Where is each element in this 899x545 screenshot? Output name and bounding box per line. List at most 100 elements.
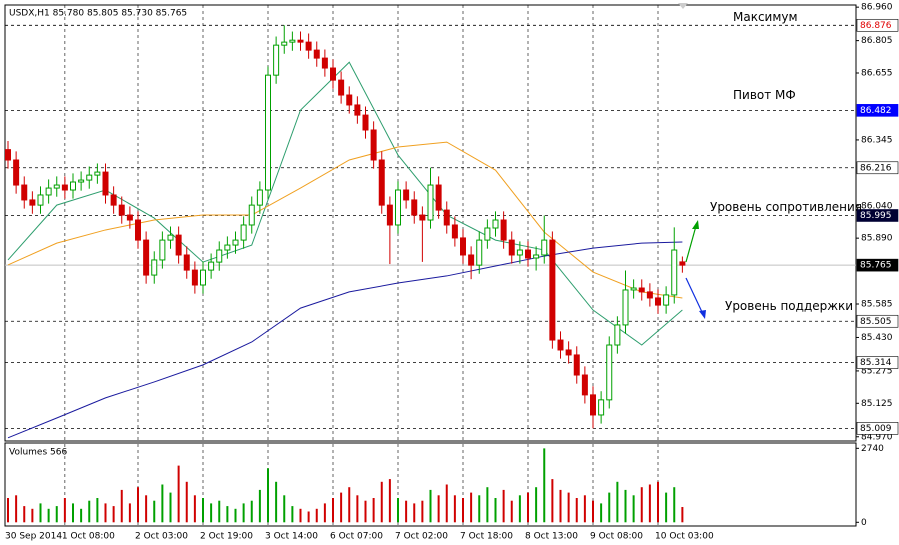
candle-body bbox=[541, 239, 548, 256]
candle-body bbox=[94, 171, 101, 176]
candle-body bbox=[508, 239, 515, 256]
candle-body bbox=[646, 291, 653, 299]
x-tick-label: 10 Oct 03:00 bbox=[655, 532, 714, 542]
candle-body bbox=[167, 234, 174, 241]
candle-body bbox=[590, 394, 596, 416]
y-tick-label: 85.585 bbox=[861, 299, 893, 309]
candle-body bbox=[183, 254, 190, 271]
candle-body bbox=[557, 339, 564, 351]
candle-body bbox=[37, 194, 44, 206]
candle-body bbox=[118, 204, 125, 216]
candle-body bbox=[468, 254, 475, 266]
candle-body bbox=[13, 159, 20, 186]
level-label-box bbox=[856, 356, 899, 369]
down-arrow bbox=[685, 277, 703, 313]
level-label: 85.995 bbox=[860, 211, 892, 221]
scroll-marker bbox=[678, 3, 688, 9]
candle-body bbox=[573, 354, 580, 376]
candle-body bbox=[443, 209, 450, 226]
x-tick-label: 9 Oct 08:00 bbox=[590, 532, 643, 542]
level-label-box bbox=[856, 314, 899, 328]
candle-body bbox=[191, 269, 198, 286]
y-tick-label: 85.125 bbox=[861, 399, 893, 409]
candle-body bbox=[679, 261, 686, 266]
candle-body bbox=[598, 399, 605, 416]
candle-body bbox=[476, 239, 483, 266]
candle-body bbox=[370, 129, 377, 161]
arrows bbox=[685, 220, 706, 319]
y-tick-label: 86.040 bbox=[861, 201, 893, 211]
candle-body bbox=[622, 289, 629, 326]
candle-body bbox=[581, 374, 588, 396]
candle-body bbox=[256, 189, 263, 206]
y-tick-label: 86.655 bbox=[861, 69, 893, 79]
candle-body bbox=[354, 104, 361, 116]
candle-body bbox=[338, 79, 345, 96]
candle-body bbox=[45, 187, 52, 196]
candle-body bbox=[265, 74, 271, 191]
candle-body bbox=[78, 179, 85, 183]
candle-body bbox=[232, 239, 239, 246]
candle-body bbox=[663, 294, 670, 306]
candle-body bbox=[248, 204, 255, 226]
candle-body bbox=[200, 269, 206, 286]
candle-body bbox=[135, 219, 141, 241]
y-tick-label: 86.345 bbox=[861, 135, 893, 145]
x-tick-label: 30 Sep 2014 bbox=[5, 532, 62, 542]
candle-body bbox=[175, 234, 182, 256]
candle-body bbox=[525, 249, 531, 259]
candle-body bbox=[70, 181, 76, 191]
volume-title: Volumes 566 bbox=[9, 448, 67, 458]
level-label-box bbox=[856, 104, 899, 117]
candle-body bbox=[451, 224, 458, 239]
x-tick-label: 6 Oct 07:00 bbox=[330, 532, 383, 542]
candle-body bbox=[386, 204, 393, 226]
candle-body bbox=[411, 199, 418, 216]
level-label-box bbox=[856, 18, 899, 32]
candle-body bbox=[606, 344, 613, 401]
candle-body bbox=[655, 297, 661, 306]
level-label-box bbox=[856, 258, 899, 272]
candle-body bbox=[460, 237, 466, 256]
candle-body bbox=[330, 67, 336, 81]
candle-body bbox=[224, 244, 231, 251]
candle-body bbox=[484, 227, 491, 241]
level-annotation: Уровень поддержки bbox=[725, 299, 853, 313]
moving-average bbox=[7, 241, 683, 439]
y-tick-label: 86.960 bbox=[861, 3, 893, 13]
candle-body bbox=[671, 249, 678, 296]
candle-body bbox=[102, 171, 109, 196]
level-label: 85.314 bbox=[860, 358, 892, 368]
candle-body bbox=[492, 219, 499, 229]
candle-body bbox=[516, 249, 523, 256]
candle-body bbox=[216, 249, 223, 263]
candle-body bbox=[533, 254, 540, 259]
candle-body bbox=[297, 39, 304, 43]
candle-body bbox=[638, 287, 645, 293]
candle-body bbox=[435, 184, 442, 211]
x-tick-label: 2 Oct 19:00 bbox=[200, 532, 253, 542]
up-arrow bbox=[685, 225, 697, 263]
candle-body bbox=[5, 149, 11, 161]
x-tick-label: 7 Oct 18:00 bbox=[460, 532, 513, 542]
level-annotation: Пивот МФ bbox=[733, 88, 796, 102]
candle-body bbox=[630, 287, 637, 291]
level-annotation: Максимум bbox=[733, 10, 798, 24]
x-tick-label: 1 Oct 08:00 bbox=[62, 532, 115, 542]
y-tick-label: 84.970 bbox=[861, 432, 893, 442]
y-tick-label: 85.430 bbox=[861, 333, 893, 343]
level-annotation: Уровень сопротивления bbox=[710, 200, 862, 214]
candle-body bbox=[289, 39, 296, 43]
candle-body bbox=[500, 219, 507, 241]
candle-body bbox=[281, 41, 288, 46]
level-label-box bbox=[856, 209, 899, 222]
level-label: 85.505 bbox=[860, 317, 892, 327]
volume-tick-label: 2740 bbox=[861, 444, 884, 454]
level-label: 86.482 bbox=[860, 106, 892, 116]
candle-body bbox=[346, 94, 353, 106]
candle-body bbox=[321, 57, 328, 69]
candle-body bbox=[427, 184, 434, 221]
candle-body bbox=[395, 189, 401, 226]
